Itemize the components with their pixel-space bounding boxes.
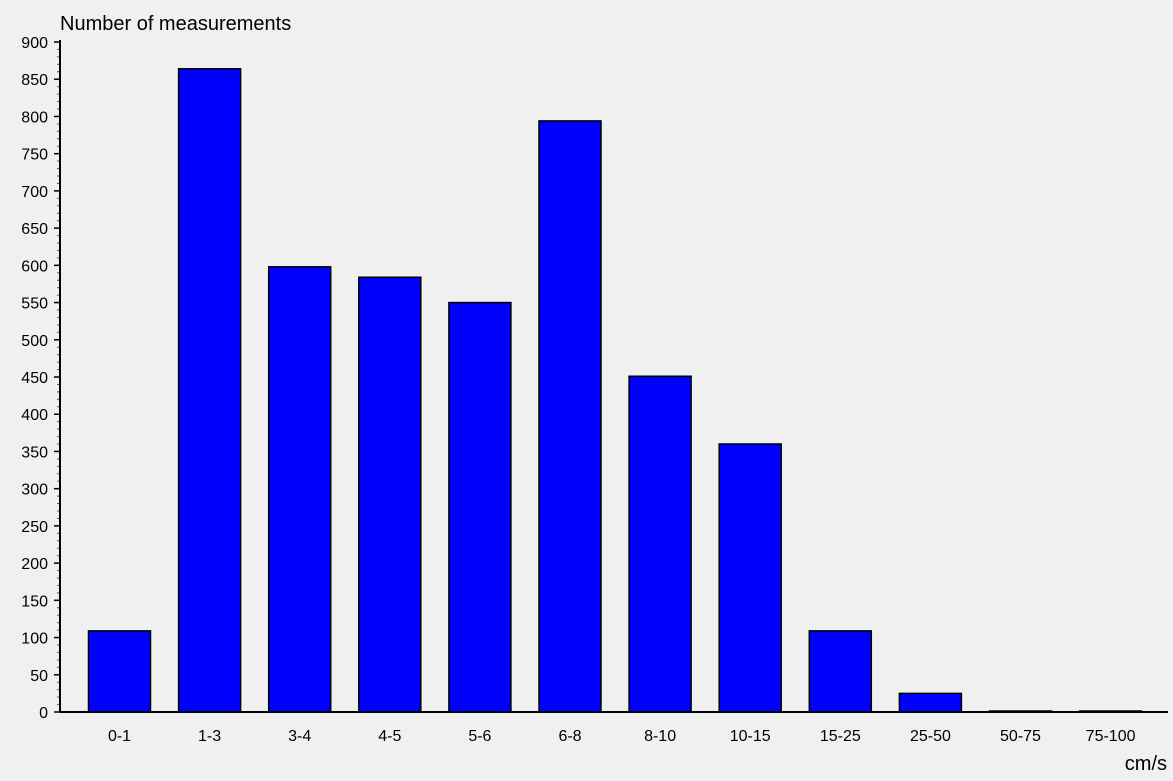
x-tick-label: 4-5: [378, 728, 401, 745]
bar: [358, 276, 422, 713]
y-tick-label: 750: [21, 147, 48, 164]
y-tick-label: 0: [39, 705, 48, 722]
x-tick-label: 25-50: [910, 728, 951, 745]
x-tick-label: 0-1: [108, 728, 131, 745]
y-tick-label: 450: [21, 370, 48, 387]
y-tick-label: 350: [21, 444, 48, 461]
y-tick-label: 150: [21, 593, 48, 610]
y-tick-label: 300: [21, 482, 48, 499]
bar: [898, 692, 963, 713]
bar: [267, 266, 332, 713]
bar: [448, 301, 512, 713]
x-tick-label: 3-4: [288, 728, 311, 745]
y-tick-label: 650: [21, 221, 48, 238]
x-tick-label: 5-6: [468, 728, 491, 745]
bars: [87, 68, 1143, 713]
y-tick-label: 200: [21, 556, 48, 573]
y-tick-label: 400: [21, 407, 48, 424]
x-tick-label: 6-8: [558, 728, 581, 745]
bar: [808, 630, 873, 713]
y-tick-label: 600: [21, 258, 48, 275]
x-tick-label: 15-25: [820, 728, 861, 745]
y-tick-label: 900: [21, 35, 48, 52]
y-tick-label: 800: [21, 109, 48, 126]
bar: [87, 630, 152, 713]
x-tick-label: 50-75: [1000, 728, 1041, 745]
y-axis-ticks: 0 50 100 150 200 250 300 350 400 450 500 550 600 650 7…: [21, 35, 60, 722]
bar: [177, 68, 242, 713]
y-tick-label: 550: [21, 296, 48, 313]
x-axis-title: cm/s: [1125, 753, 1167, 775]
x-tick-label: 8-10: [644, 728, 676, 745]
y-axis-title: Number of measurements: [60, 13, 291, 35]
bar: [718, 443, 782, 713]
y-tick-label: 700: [21, 184, 48, 201]
bar: [628, 375, 692, 713]
y-tick-label: 100: [21, 631, 48, 648]
bar: [538, 120, 602, 713]
x-tick-label: 10-15: [730, 728, 771, 745]
x-tick-label: 1-3: [198, 728, 221, 745]
y-tick-label: 850: [21, 72, 48, 89]
y-tick-label: 500: [21, 333, 48, 350]
y-tick-label: 250: [21, 519, 48, 536]
y-tick-label: 50: [30, 668, 48, 685]
x-tick-label: 75-100: [1086, 728, 1136, 745]
x-axis-tick-labels: 0-1 1-3 3-4 4-5 5-6 6-8 8-10 10-15 15-25 25-50 50-…: [108, 728, 1136, 745]
